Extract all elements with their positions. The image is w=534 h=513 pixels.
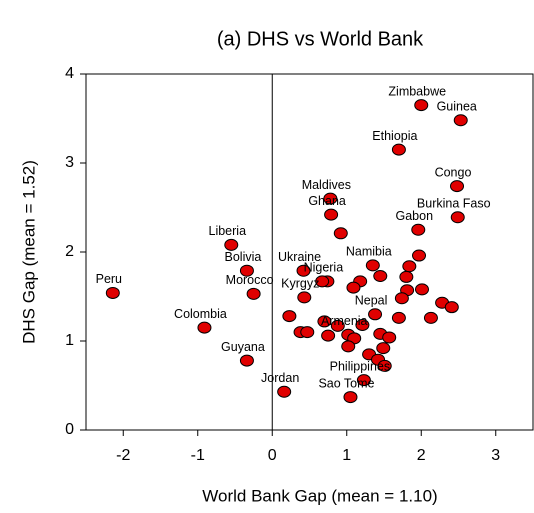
y-tick-label: 4 bbox=[65, 65, 74, 82]
point bbox=[450, 180, 465, 193]
point-label: Ukraine bbox=[278, 250, 321, 264]
point bbox=[239, 354, 254, 367]
point bbox=[365, 259, 380, 272]
point bbox=[277, 385, 292, 398]
point-label: Philippines bbox=[330, 359, 390, 373]
point bbox=[411, 223, 426, 236]
x-tick-label: 1 bbox=[342, 447, 351, 464]
point bbox=[368, 308, 383, 321]
y-tick-label: 3 bbox=[65, 154, 74, 171]
y-tick-label: 1 bbox=[65, 332, 74, 349]
point-label: Sao Tome bbox=[318, 376, 374, 390]
point bbox=[356, 374, 371, 387]
point bbox=[423, 311, 438, 324]
y-axis-label: DHS Gap (mean = 1.52) bbox=[19, 160, 38, 344]
point bbox=[197, 321, 212, 334]
point-label: Guinea bbox=[437, 100, 477, 114]
point-label: Maldives bbox=[302, 178, 351, 192]
point bbox=[333, 227, 348, 240]
point bbox=[453, 114, 468, 127]
point bbox=[296, 264, 311, 277]
point bbox=[346, 281, 361, 294]
point bbox=[282, 310, 297, 323]
point bbox=[402, 260, 417, 273]
point bbox=[373, 270, 388, 283]
point bbox=[343, 391, 358, 404]
x-tick-label: 3 bbox=[491, 447, 500, 464]
point bbox=[297, 291, 312, 304]
x-tick-label: -1 bbox=[191, 447, 205, 464]
point bbox=[355, 318, 370, 331]
point bbox=[315, 275, 330, 288]
point-label: Armenia bbox=[321, 314, 368, 328]
point-label: Guyana bbox=[221, 340, 265, 354]
y-tick-label: 2 bbox=[65, 243, 74, 260]
point bbox=[321, 329, 336, 342]
point bbox=[324, 208, 339, 221]
point-label: Burkina Faso bbox=[417, 197, 491, 211]
point bbox=[450, 211, 465, 224]
point bbox=[330, 319, 345, 332]
point-label: Nigeria bbox=[304, 261, 344, 275]
chart-title: (a) DHS vs World Bank bbox=[217, 28, 424, 50]
point-label: Gabon bbox=[396, 209, 434, 223]
point-label: Liberia bbox=[209, 224, 247, 238]
y-tick-label: 0 bbox=[65, 421, 74, 438]
point bbox=[394, 292, 409, 305]
point bbox=[414, 99, 429, 112]
point bbox=[246, 287, 261, 300]
point-label: Bolivia bbox=[225, 250, 262, 264]
point-label: Ethiopia bbox=[372, 129, 417, 143]
point bbox=[377, 359, 392, 372]
x-tick-label: 2 bbox=[417, 447, 426, 464]
point-label: Morocco bbox=[226, 273, 274, 287]
point bbox=[412, 249, 427, 262]
x-tick-label: 0 bbox=[268, 447, 277, 464]
point bbox=[391, 311, 406, 324]
point-label: Kyrgyz bbox=[281, 277, 319, 291]
point bbox=[399, 270, 414, 283]
point bbox=[300, 326, 315, 339]
point bbox=[224, 238, 239, 251]
point bbox=[239, 264, 254, 277]
point bbox=[391, 143, 406, 156]
point-label: Ghana bbox=[308, 194, 346, 208]
x-axis-label: World Bank Gap (mean = 1.10) bbox=[202, 486, 437, 505]
point-label: Namibia bbox=[346, 245, 392, 259]
point-label: Peru bbox=[96, 272, 122, 286]
point-label: Nepal bbox=[355, 294, 388, 308]
point-label: Congo bbox=[435, 165, 472, 179]
point-label: Jordan bbox=[261, 371, 299, 385]
point-label: Zimbabwe bbox=[388, 84, 446, 98]
point bbox=[105, 286, 120, 299]
point bbox=[382, 331, 397, 344]
point bbox=[414, 283, 429, 296]
x-tick-label: -2 bbox=[116, 447, 130, 464]
point bbox=[323, 192, 338, 205]
point bbox=[317, 315, 332, 328]
point bbox=[444, 301, 459, 314]
point-label: Colombia bbox=[174, 307, 227, 321]
point bbox=[376, 342, 391, 355]
point bbox=[341, 340, 356, 353]
